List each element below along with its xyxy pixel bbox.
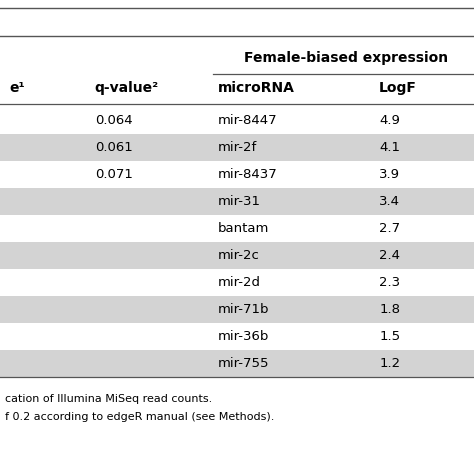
Text: 0.064: 0.064 xyxy=(95,114,132,127)
FancyBboxPatch shape xyxy=(0,296,474,323)
FancyBboxPatch shape xyxy=(0,188,474,215)
Text: mir-2d: mir-2d xyxy=(218,276,261,289)
Text: microRNA: microRNA xyxy=(218,81,295,95)
Text: q-value²: q-value² xyxy=(95,81,159,95)
Text: mir-2c: mir-2c xyxy=(218,249,260,262)
Text: 4.1: 4.1 xyxy=(379,141,400,154)
Text: 1.8: 1.8 xyxy=(379,303,400,316)
Text: Female-biased expression: Female-biased expression xyxy=(244,51,448,65)
Text: mir-8437: mir-8437 xyxy=(218,168,278,181)
Text: 2.3: 2.3 xyxy=(379,276,401,289)
Text: cation of Illumina MiSeq read counts.: cation of Illumina MiSeq read counts. xyxy=(5,394,212,404)
Text: 1.5: 1.5 xyxy=(379,330,401,343)
Text: mir-755: mir-755 xyxy=(218,357,270,370)
Text: e¹: e¹ xyxy=(9,81,25,95)
Text: LogF: LogF xyxy=(379,81,417,95)
Text: 2.7: 2.7 xyxy=(379,222,401,235)
Text: 0.061: 0.061 xyxy=(95,141,133,154)
Text: 0.071: 0.071 xyxy=(95,168,133,181)
FancyBboxPatch shape xyxy=(0,134,474,161)
Text: 2.4: 2.4 xyxy=(379,249,400,262)
Text: 3.9: 3.9 xyxy=(379,168,400,181)
Text: bantam: bantam xyxy=(218,222,269,235)
Text: mir-8447: mir-8447 xyxy=(218,114,278,127)
Text: mir-2f: mir-2f xyxy=(218,141,257,154)
Text: mir-36b: mir-36b xyxy=(218,330,269,343)
Text: 1.2: 1.2 xyxy=(379,357,401,370)
Text: f 0.2 according to edgeR manual (see Methods).: f 0.2 according to edgeR manual (see Met… xyxy=(5,412,274,422)
Text: mir-31: mir-31 xyxy=(218,195,261,208)
Text: 4.9: 4.9 xyxy=(379,114,400,127)
Text: mir-71b: mir-71b xyxy=(218,303,270,316)
FancyBboxPatch shape xyxy=(0,242,474,269)
Text: 3.4: 3.4 xyxy=(379,195,400,208)
FancyBboxPatch shape xyxy=(0,350,474,377)
